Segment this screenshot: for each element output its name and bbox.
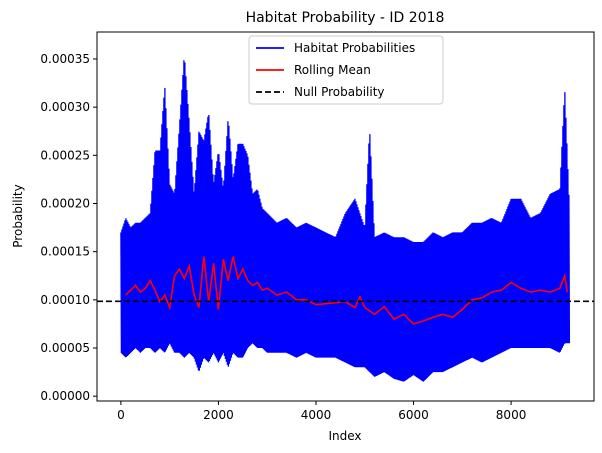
x-tick-label: 0 (117, 408, 125, 422)
x-tick-label: 4000 (301, 408, 332, 422)
y-tick-label: 0.00000 (40, 389, 90, 403)
legend-box (248, 35, 444, 105)
x-tick-label: 2000 (203, 408, 234, 422)
plot-area (97, 60, 594, 382)
y-tick-label: 0.00015 (40, 245, 90, 259)
y-tick-label: 0.00005 (40, 341, 90, 355)
x-tick-label: 6000 (398, 408, 429, 422)
y-tick-label: 0.00010 (40, 293, 90, 307)
y-axis-label: Probability (11, 184, 25, 247)
y-tick-label: 0.00030 (40, 100, 90, 114)
y-tick-label: 0.00020 (40, 196, 90, 210)
axes: 0 2000 4000 6000 8000 0.00000 0.00005 0.00010 0.… (40, 52, 526, 422)
legend-label-habitat: Habitat Probabilities (294, 41, 415, 55)
y-tick-label: 0.00025 (40, 148, 90, 162)
legend-label-rolling-mean: Rolling Mean (294, 63, 371, 77)
legend-label-null: Null Probability (294, 85, 385, 99)
plot-frame (96, 31, 595, 402)
legend: Habitat Probabilities Rolling Mean Null … (248, 35, 444, 105)
y-tick-label: 0.00035 (40, 52, 90, 66)
x-axis-label: Index (328, 429, 361, 443)
x-tick-label: 8000 (496, 408, 527, 422)
series-rolling-mean (125, 256, 568, 325)
series-habitat-probabilities (120, 60, 571, 382)
chart-title: Habitat Probability - ID 2018 (246, 10, 445, 26)
